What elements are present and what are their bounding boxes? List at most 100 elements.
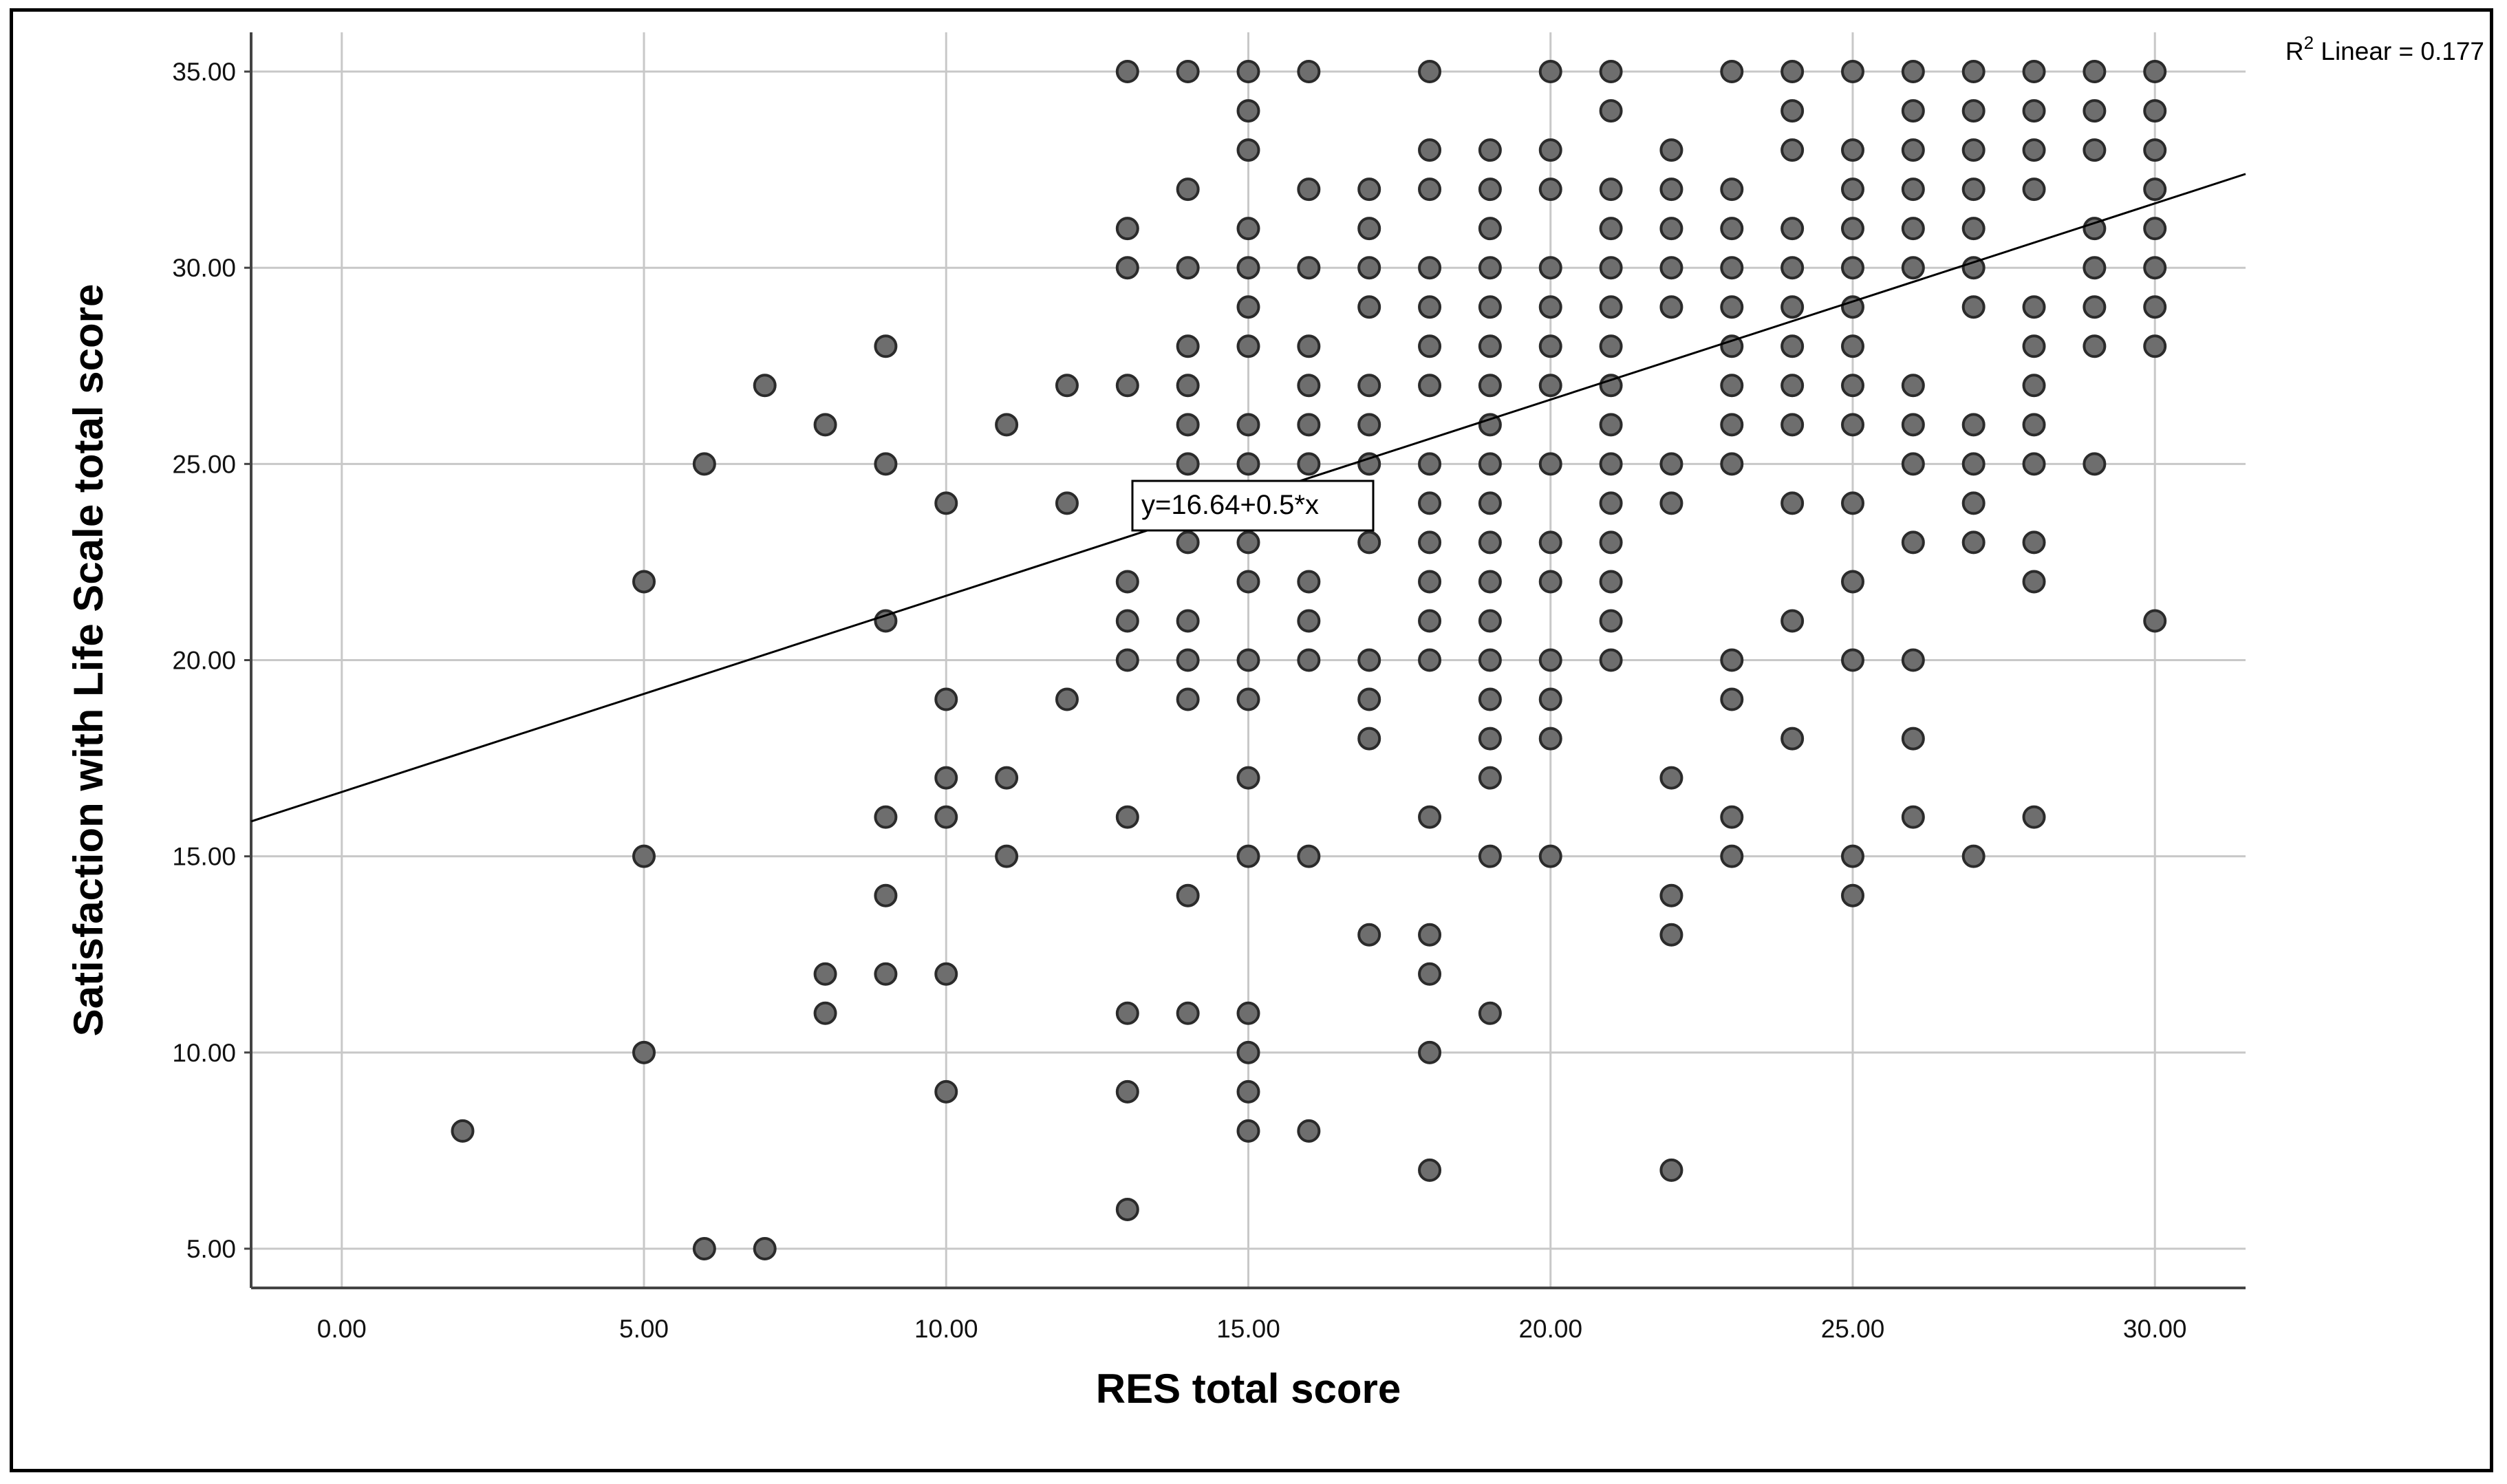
data-point	[1055, 687, 1079, 711]
data-point	[1901, 217, 1925, 241]
data-point	[2083, 334, 2107, 358]
data-point	[1599, 491, 1623, 515]
data-point	[874, 805, 898, 829]
data-point	[1357, 374, 1381, 398]
data-point	[1840, 60, 1864, 84]
y-tick-label: 15.00	[172, 843, 236, 871]
data-point	[1236, 530, 1260, 555]
data-point	[1901, 805, 1925, 829]
data-point	[1599, 295, 1623, 319]
data-point	[1357, 530, 1381, 555]
data-point	[2022, 60, 2046, 84]
data-point	[1780, 727, 1805, 751]
data-point	[1478, 844, 1502, 868]
data-point	[1780, 295, 1805, 319]
data-point	[1599, 256, 1623, 280]
data-point	[1478, 530, 1502, 555]
data-point	[1659, 138, 1683, 162]
data-point	[1659, 923, 1683, 947]
data-point	[1236, 138, 1260, 162]
data-point	[692, 452, 716, 476]
data-point	[1720, 60, 1744, 84]
data-point	[1599, 217, 1623, 241]
data-point	[1236, 766, 1260, 790]
data-point	[2022, 138, 2046, 162]
data-point	[2083, 99, 2107, 123]
data-point	[1538, 844, 1562, 868]
data-point	[1418, 805, 1442, 829]
y-tick-label: 5.00	[186, 1235, 236, 1263]
data-point	[934, 1079, 958, 1104]
data-point	[1297, 60, 1321, 84]
data-point	[1901, 138, 1925, 162]
data-point	[1961, 256, 1986, 280]
data-point	[1720, 452, 1744, 476]
data-point	[2083, 295, 2107, 319]
data-point	[1418, 374, 1442, 398]
data-point	[1115, 570, 1139, 594]
data-point	[1478, 178, 1502, 202]
data-point	[2022, 334, 2046, 358]
data-point	[874, 962, 898, 986]
data-point	[2083, 256, 2107, 280]
data-point	[934, 962, 958, 986]
data-point	[1357, 923, 1381, 947]
data-point	[1538, 570, 1562, 594]
data-point	[1901, 727, 1925, 751]
data-point	[1599, 374, 1623, 398]
data-point	[1538, 138, 1562, 162]
x-tick-label: 20.00	[1518, 1315, 1582, 1343]
data-point	[1840, 570, 1864, 594]
data-point	[1418, 138, 1442, 162]
data-point	[1538, 530, 1562, 555]
data-point	[1478, 687, 1502, 711]
data-point	[1780, 60, 1805, 84]
data-point	[1659, 178, 1683, 202]
data-point	[1538, 256, 1562, 280]
data-point	[1780, 374, 1805, 398]
chart-frame: 0.00 5.00 10.00 15.00 20.00 25.00 30.00 5.00 10.…	[10, 8, 2493, 1472]
x-tick-label: 15.00	[1216, 1315, 1280, 1343]
data-point	[1961, 217, 1986, 241]
data-point	[1538, 295, 1562, 319]
y-tick-label: 30.00	[172, 254, 236, 282]
data-point	[934, 687, 958, 711]
data-point	[1720, 844, 1744, 868]
data-point	[1840, 217, 1864, 241]
data-point	[1840, 491, 1864, 515]
data-point	[1115, 60, 1139, 84]
data-point	[1901, 99, 1925, 123]
data-point	[1478, 727, 1502, 751]
data-point	[1236, 844, 1260, 868]
data-point	[2022, 805, 2046, 829]
data-point	[1720, 687, 1744, 711]
data-point	[451, 1119, 475, 1143]
data-point	[1901, 413, 1925, 437]
data-point	[813, 1001, 837, 1025]
data-point	[1840, 334, 1864, 358]
data-point	[995, 413, 1019, 437]
data-point	[1115, 1079, 1139, 1104]
data-point	[1840, 138, 1864, 162]
data-point	[1599, 570, 1623, 594]
data-point	[1599, 609, 1623, 633]
data-point	[1599, 334, 1623, 358]
scatter-plot: 0.00 5.00 10.00 15.00 20.00 25.00 30.00 5.00 10.…	[65, 32, 2484, 1412]
data-point	[1236, 99, 1260, 123]
data-point	[1357, 178, 1381, 202]
data-point	[1115, 648, 1139, 672]
data-point	[1176, 530, 1200, 555]
data-point	[1599, 452, 1623, 476]
data-point	[1236, 1001, 1260, 1025]
data-point	[1176, 334, 1200, 358]
data-point	[1357, 452, 1381, 476]
data-point	[1840, 844, 1864, 868]
data-point	[1418, 60, 1442, 84]
data-point	[1961, 491, 1986, 515]
data-point	[1840, 648, 1864, 672]
data-point	[1901, 256, 1925, 280]
data-point	[874, 452, 898, 476]
data-point	[1720, 178, 1744, 202]
data-point	[1297, 570, 1321, 594]
data-point	[1418, 609, 1442, 633]
